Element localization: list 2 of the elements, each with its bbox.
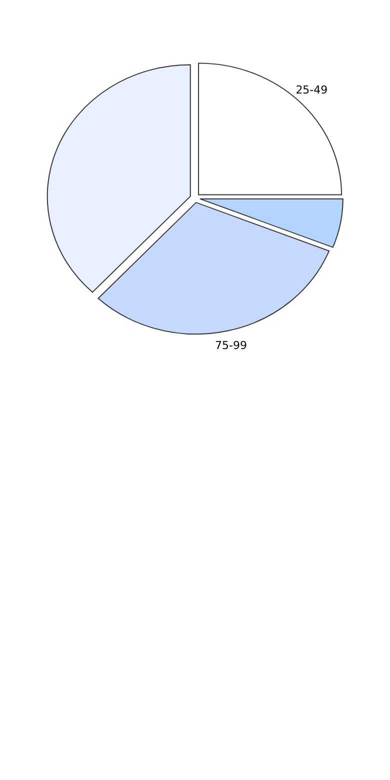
slice-label: 25-49: [296, 84, 328, 97]
slice-label: 75-99: [215, 339, 247, 352]
